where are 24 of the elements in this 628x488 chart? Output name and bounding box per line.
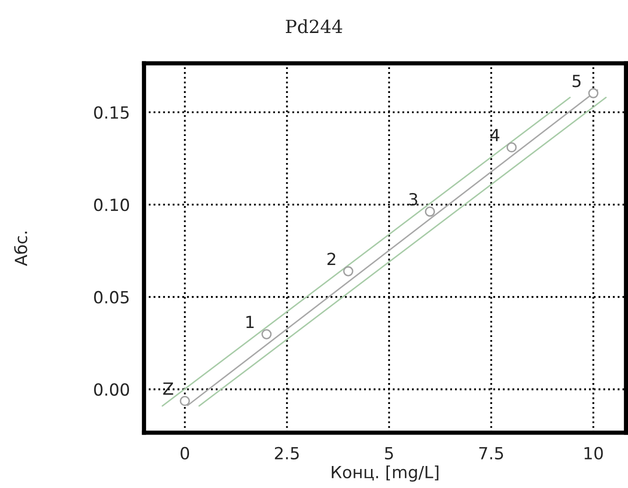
point [180, 396, 190, 406]
annotation: 3 [409, 193, 418, 206]
x-tick-label: 5 [385, 447, 393, 460]
point [588, 88, 598, 98]
x-tick-label: 10 [584, 446, 603, 460]
chart-title: Pd244 [286, 19, 342, 34]
annotation: 1 [246, 316, 254, 328]
annotation: 2 [327, 252, 336, 266]
point [343, 266, 354, 276]
x-tick-label: 7.5 [479, 447, 503, 460]
x-tick-label: 2.5 [274, 446, 299, 460]
y-tick-label: 0.10 [94, 198, 130, 212]
annotation: Z [163, 382, 174, 395]
point [506, 142, 517, 152]
point [261, 329, 272, 340]
point [424, 206, 436, 217]
x-tick-label: 0 [180, 446, 190, 460]
y-tick-label: 0.00 [94, 383, 130, 396]
x-axis-title: Конц. [mg/L] [332, 465, 438, 482]
y-tick-label: 0.05 [94, 290, 129, 304]
y-tick-label: 0.15 [94, 106, 129, 119]
annotation: 5 [572, 74, 580, 88]
y-axis-title: Абс. [14, 232, 28, 266]
annotation: 4 [490, 128, 500, 142]
